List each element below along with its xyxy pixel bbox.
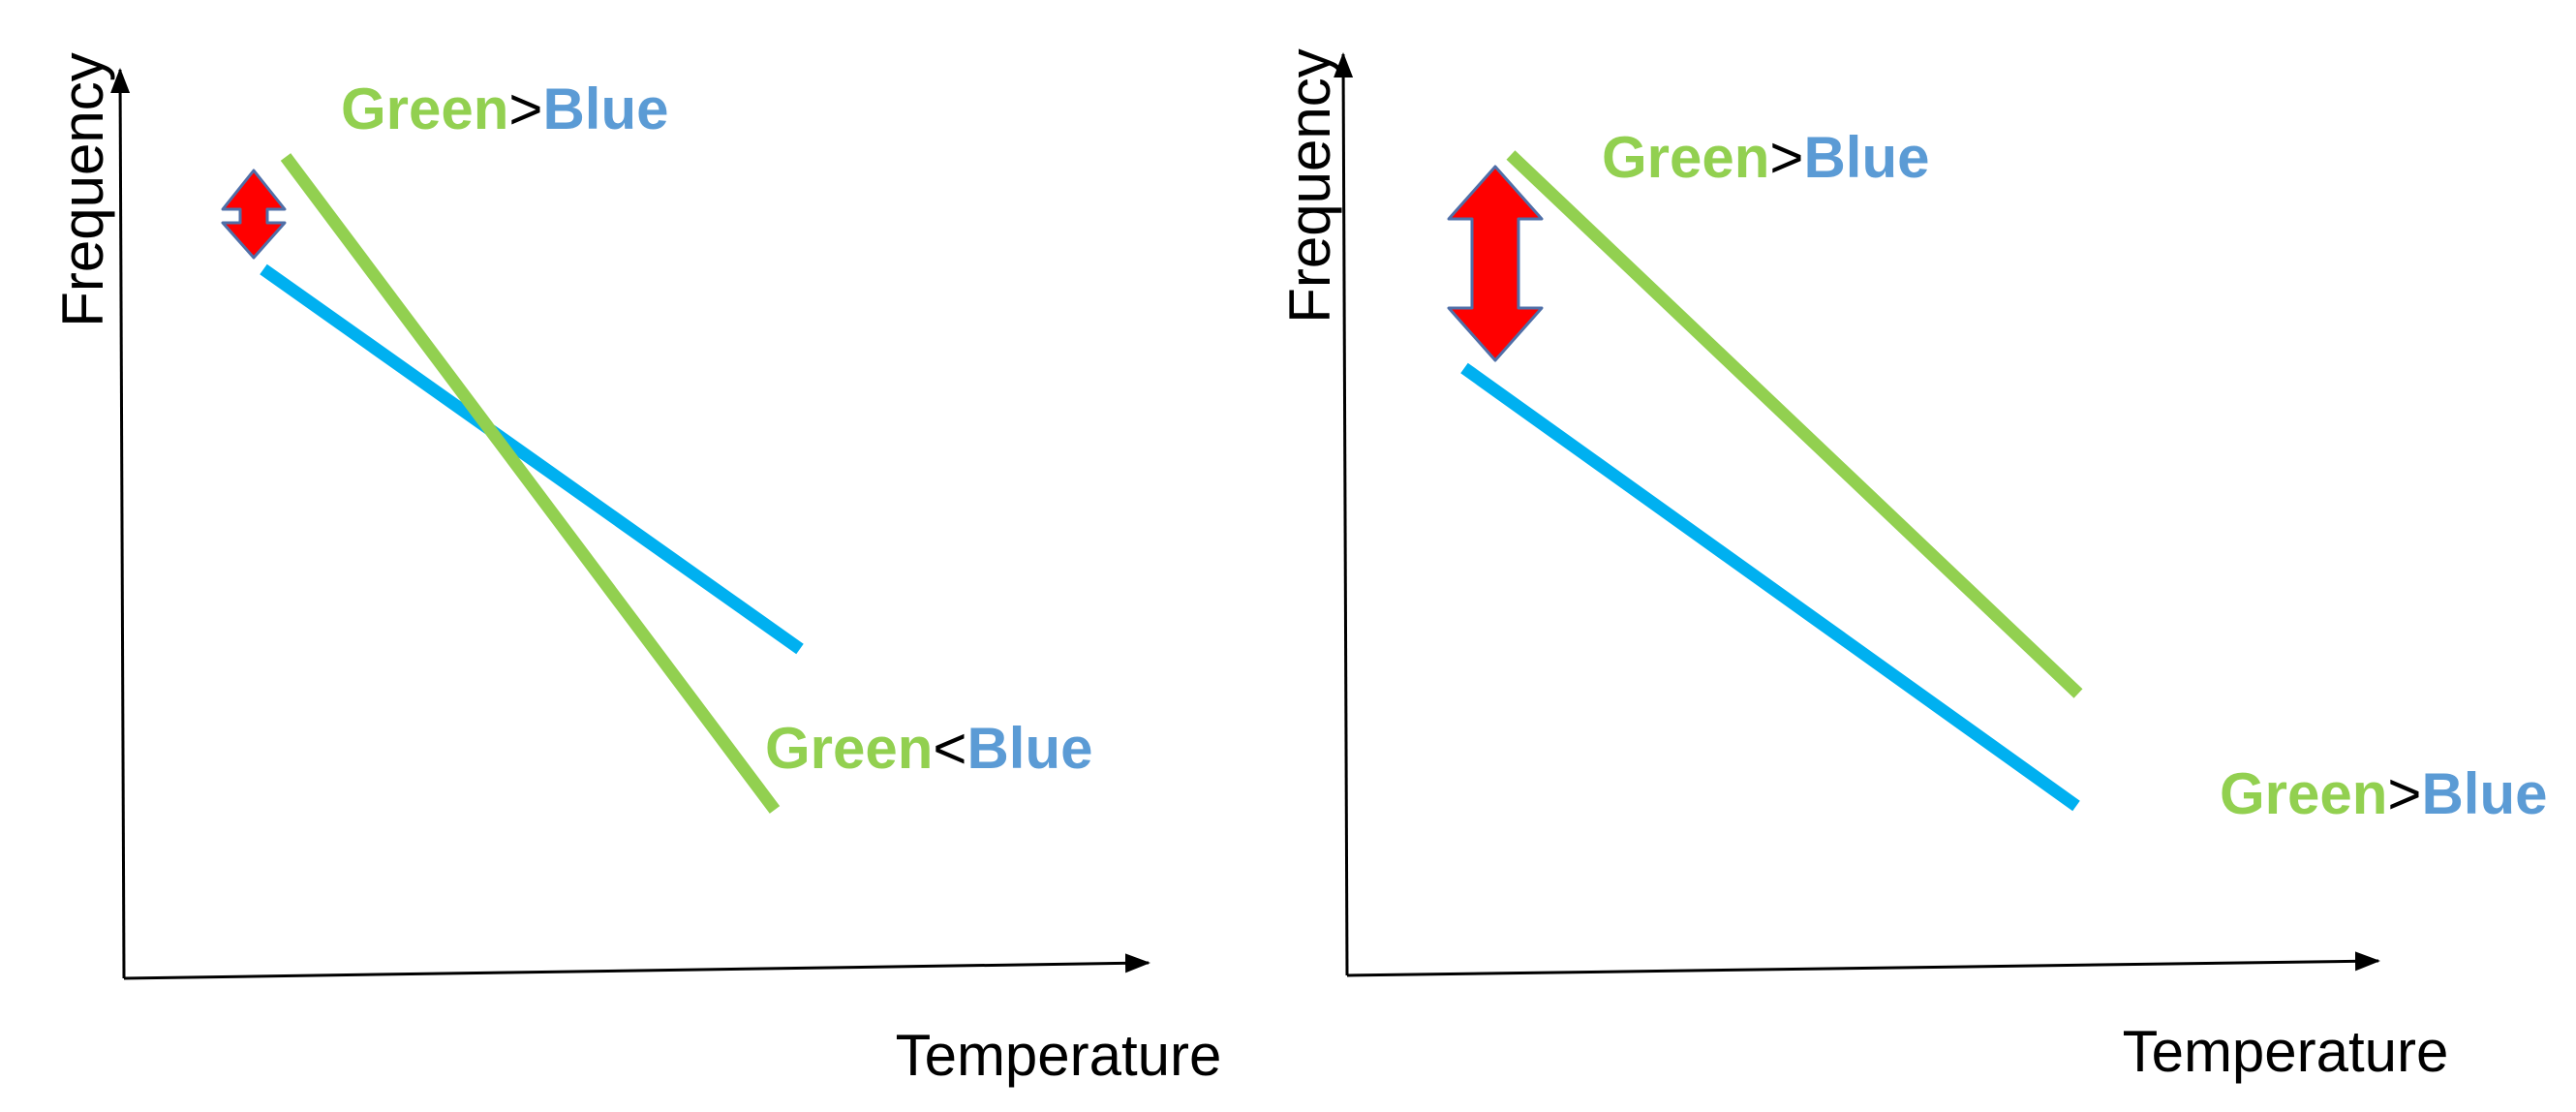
label-green-word: Green bbox=[341, 77, 508, 141]
left-green-line bbox=[280, 153, 781, 814]
left-x-axis bbox=[123, 953, 1150, 980]
left-x-axis-label: Temperature bbox=[896, 1023, 1222, 1088]
right-top-comparison-label: Green>Blue bbox=[1602, 125, 1930, 190]
panel-right: Frequency Temperature Green>Blue Green>B… bbox=[1277, 48, 2548, 1084]
right-blue-line bbox=[1460, 362, 2080, 812]
label-green-word: Green bbox=[765, 716, 933, 781]
right-y-axis bbox=[1334, 52, 1354, 976]
right-x-axis-label: Temperature bbox=[2123, 1019, 2449, 1084]
left-blue-line bbox=[260, 263, 804, 655]
label-green-word: Green bbox=[1602, 125, 1769, 190]
right-gap-arrow bbox=[1447, 165, 1544, 362]
left-gap-arrow bbox=[221, 169, 287, 260]
right-bottom-comparison-label: Green>Blue bbox=[2220, 761, 2548, 826]
label-blue-word: Blue bbox=[542, 77, 668, 141]
label-operator: > bbox=[2387, 761, 2421, 826]
label-operator: > bbox=[508, 77, 542, 141]
label-operator: > bbox=[1769, 125, 1803, 190]
right-green-line bbox=[1506, 150, 2083, 698]
right-y-axis-label: Frequency bbox=[1277, 48, 1342, 323]
right-x-axis bbox=[1346, 951, 2380, 977]
left-top-comparison-label: Green>Blue bbox=[341, 77, 669, 141]
label-blue-word: Blue bbox=[966, 716, 1092, 781]
label-operator: < bbox=[933, 716, 966, 781]
left-y-axis bbox=[110, 68, 131, 979]
label-green-word: Green bbox=[2220, 761, 2387, 826]
label-blue-word: Blue bbox=[1803, 125, 1929, 190]
left-bottom-comparison-label: Green<Blue bbox=[765, 716, 1093, 781]
panel-left: Frequency Temperature Green>Blue Green<B… bbox=[50, 52, 1222, 1088]
left-y-axis-label: Frequency bbox=[50, 52, 115, 326]
label-blue-word: Blue bbox=[2421, 761, 2547, 826]
